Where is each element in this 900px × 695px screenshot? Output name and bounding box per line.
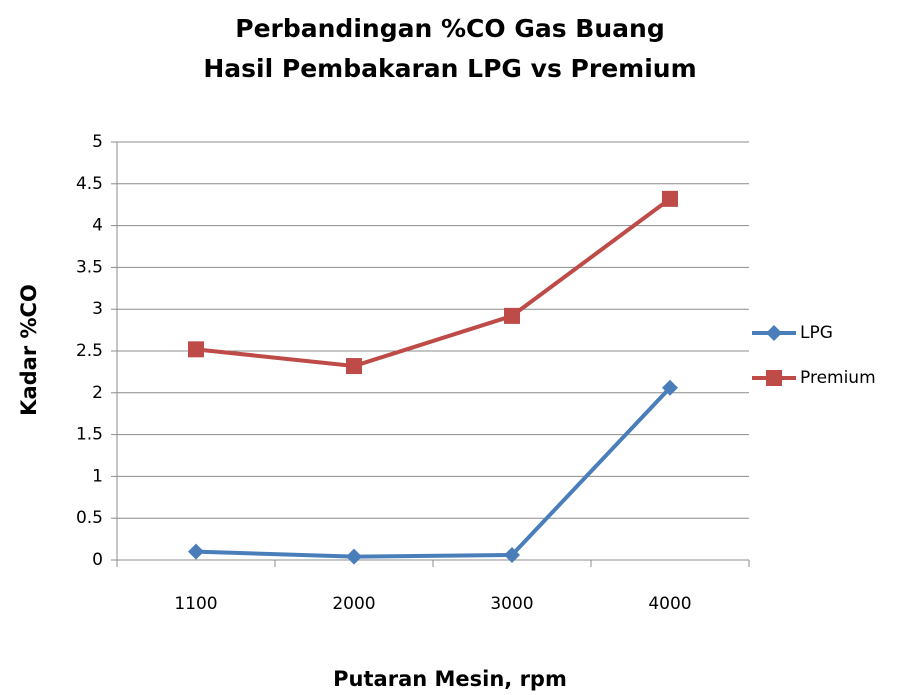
data-point	[188, 341, 204, 358]
series-line	[195, 386, 672, 559]
chart-title: Perbandingan %CO Gas Buang	[235, 14, 664, 43]
y-tick-label: 4	[92, 216, 103, 236]
x-tick-label: 3000	[490, 594, 533, 614]
data-point	[346, 358, 362, 375]
x-tick-label: 1100	[174, 594, 217, 614]
y-tick-label: 3.5	[76, 257, 103, 277]
y-tick-label: 1.5	[76, 425, 103, 445]
y-tick-label: 3	[92, 299, 103, 319]
data-point	[662, 379, 678, 396]
series-line	[195, 197, 672, 369]
y-tick-label: 0.5	[76, 508, 103, 528]
x-axis-title: Putaran Mesin, rpm	[333, 667, 567, 691]
y-tick-label: 2	[92, 383, 103, 403]
data-point	[662, 190, 678, 207]
data-point	[504, 307, 520, 324]
data-point	[188, 543, 204, 560]
data-point	[504, 546, 520, 563]
y-tick-label: 2.5	[76, 341, 103, 361]
legend-label: Premium	[800, 368, 876, 388]
y-axis-title: Kadar %CO	[17, 284, 41, 416]
x-tick-label: 4000	[648, 594, 691, 614]
y-tick-label: 1	[92, 466, 103, 486]
y-tick-label: 4.5	[76, 174, 103, 194]
data-point	[346, 548, 362, 565]
legend-marker	[766, 370, 782, 386]
legend-label: LPG	[800, 323, 833, 343]
x-tick-label: 2000	[332, 594, 375, 614]
legend-marker	[766, 325, 782, 341]
y-tick-label: 0	[92, 550, 103, 570]
y-tick-label: 5	[92, 132, 103, 152]
chart-title: Hasil Pembakaran LPG vs Premium	[203, 54, 696, 83]
